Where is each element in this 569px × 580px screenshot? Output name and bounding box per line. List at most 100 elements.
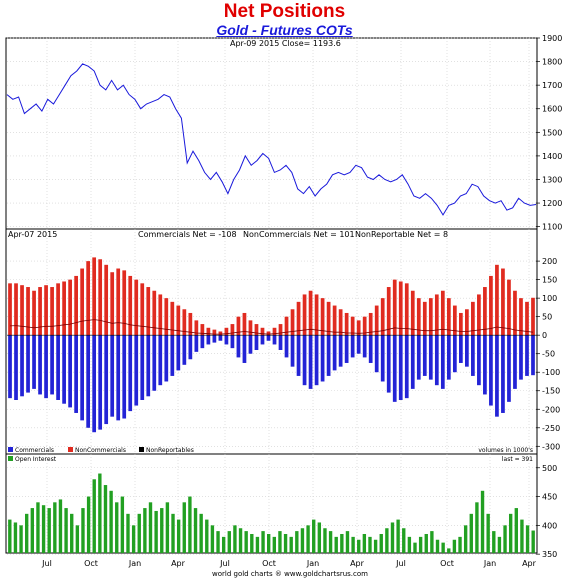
open-interest-bar <box>92 479 96 553</box>
cot-tick-label: 0 <box>542 331 547 340</box>
cot-tick-label: -200 <box>542 405 560 414</box>
price-tick-label: 1700 <box>542 81 562 90</box>
open-interest-bar <box>25 513 29 553</box>
commercials-bar <box>146 335 151 397</box>
noncommercials-bar <box>158 294 163 336</box>
commercials-bar <box>410 335 415 389</box>
open-interest-bar <box>131 525 136 553</box>
open-interest-bar <box>103 485 108 553</box>
open-interest-bar <box>418 536 423 553</box>
x-tick-label: Apr <box>522 559 537 568</box>
noncommercials-bar <box>290 309 295 336</box>
commercials-bar <box>338 335 343 367</box>
open-interest-bar <box>227 531 231 553</box>
open-interest-last: last = 391 <box>502 456 533 463</box>
commercials-bar <box>182 335 187 365</box>
open-interest-bar <box>514 508 518 553</box>
commercials-bar <box>428 335 433 380</box>
open-interest-bar <box>447 548 451 553</box>
commercials-bar <box>26 335 30 393</box>
open-interest-bar <box>137 513 141 553</box>
noncommercials-bar <box>164 298 169 336</box>
open-interest-bar <box>216 531 220 553</box>
chart-subtitle: Gold - Futures COTs <box>216 22 353 38</box>
noncommercials-bar <box>152 290 157 336</box>
open-interest-bar <box>255 536 260 553</box>
commercials-bar <box>92 335 97 433</box>
open-interest-bar <box>317 522 322 553</box>
commercials-bar <box>230 335 235 349</box>
x-tick-label: Jan <box>306 559 319 568</box>
open-interest-bar <box>70 513 74 553</box>
noncommercials-bar <box>98 259 103 336</box>
open-interest-bar <box>160 508 164 553</box>
commercials-bar <box>236 335 241 358</box>
noncommercials-bar <box>212 329 217 336</box>
x-tick-label: Apr <box>171 559 186 568</box>
noncommercials-bar <box>170 301 175 336</box>
oi-tick-label: 350 <box>542 550 557 559</box>
noncommercials-bar <box>416 298 421 336</box>
noncommercials-bar <box>477 294 481 336</box>
noncommercials-bar <box>284 316 289 336</box>
noncommercials-bar <box>386 287 391 336</box>
commercials-bar <box>416 335 421 380</box>
commercials-bar <box>200 335 205 349</box>
noncommercials-bar <box>507 279 511 336</box>
open-interest-bar <box>334 536 338 553</box>
noncommercials-bar <box>320 298 325 336</box>
price-tick-label: 1200 <box>542 199 562 208</box>
open-interest-bar <box>390 522 395 553</box>
open-interest-bar <box>463 525 468 553</box>
noncommercials-bar <box>134 279 139 336</box>
commercials-bar <box>326 335 331 376</box>
noncommercials-bar <box>8 283 12 336</box>
noncommercials-bar <box>278 324 283 336</box>
noncommercials-bar <box>110 272 115 336</box>
noncommercials-bar <box>501 268 505 336</box>
noncommercials-bar <box>236 316 241 336</box>
open-interest-bar <box>30 508 35 553</box>
commercials-bar <box>392 335 397 402</box>
open-interest-bar <box>64 508 68 553</box>
commercials-bar <box>446 335 451 380</box>
commercials-bar <box>116 335 121 421</box>
oi-tick-label: 500 <box>542 464 557 473</box>
commercials-bar <box>356 335 361 354</box>
open-interest-bar <box>497 536 502 553</box>
commercials-bar <box>128 335 133 412</box>
commercials-bar <box>254 335 259 350</box>
cot-tick-label: -50 <box>542 350 555 359</box>
axis-ticks: Jul Oct Jan Apr Jul Oct Jan Apr Jul Oct Jan Apr 1100… <box>41 34 562 568</box>
open-interest-bar <box>221 536 226 553</box>
noncommercials-bar <box>489 275 493 336</box>
commercials-bar <box>368 335 373 363</box>
oi-panel-frame <box>5 453 538 554</box>
open-interest-bar <box>171 513 175 553</box>
noncommercials-bar <box>350 316 355 336</box>
x-tick-label: Oct <box>440 559 454 568</box>
open-interest-bar <box>233 525 237 553</box>
open-interest-bar <box>8 519 12 553</box>
open-interest-bar <box>328 531 333 553</box>
noncommercials-bar <box>440 290 445 336</box>
noncommercials-bar <box>248 320 253 336</box>
noncommercials-bar <box>176 305 181 336</box>
open-interest-bar <box>13 522 18 553</box>
open-interest-bar <box>503 525 507 553</box>
x-tick-label: Apr <box>350 559 365 568</box>
price-tick-label: 1800 <box>542 58 562 67</box>
x-tick-label: Jan <box>128 559 141 568</box>
commercials-bar <box>302 335 307 386</box>
noncommercials-bar <box>374 305 379 336</box>
noncommercials-bar <box>230 324 235 336</box>
open-interest-bar <box>525 525 530 553</box>
commercials-bar <box>320 335 325 382</box>
commercials-bar <box>50 335 54 395</box>
commercials-bar <box>501 335 505 413</box>
commercials-bar <box>152 335 157 391</box>
cot-tick-label: -250 <box>542 424 560 433</box>
open-interest-bar <box>126 513 130 553</box>
noncommercials-bar <box>26 287 30 336</box>
